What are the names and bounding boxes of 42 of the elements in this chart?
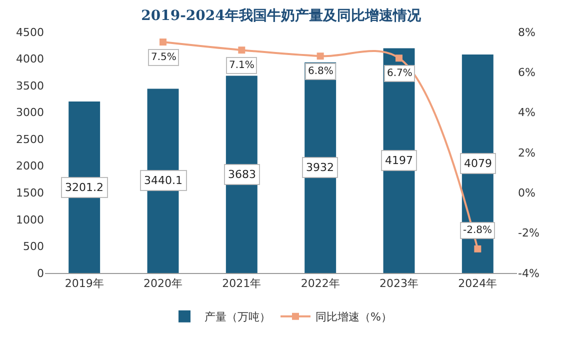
x-tick-label: 2021年 (222, 277, 262, 290)
y2-tick-label: 8% (518, 26, 536, 39)
y-tick-label: 4500 (16, 26, 44, 39)
y-tick-label: 3000 (16, 106, 44, 120)
y2-tick-label: -2% (518, 226, 540, 240)
x-tick-label: 2023年 (380, 277, 418, 290)
legend-label: 同比增速（%） (316, 310, 392, 324)
data-label: 3683 (228, 168, 256, 181)
data-label: -2.8% (463, 225, 492, 236)
y2-tick-label: 0% (518, 186, 536, 200)
y2-tick-label: -4% (518, 266, 540, 280)
point (160, 38, 166, 46)
x-tick-label: 2024年 (458, 277, 498, 290)
legend-label: 产量（万吨） (204, 310, 270, 324)
x-tick-label: 2020年 (144, 277, 182, 290)
y-tick-label: 1500 (16, 186, 44, 200)
y2-tick-label: 6% (518, 66, 536, 80)
chart-title: 2019-2024年我国牛奶产量及同比增速情况 (141, 7, 422, 24)
data-label: 7.5% (151, 52, 176, 63)
point (316, 52, 324, 60)
point (474, 245, 482, 252)
point (396, 54, 402, 62)
point (238, 46, 246, 54)
data-label: 3440.1 (144, 174, 182, 187)
x-tick-label: 2019年 (64, 277, 104, 290)
data-label: 4079 (464, 157, 492, 170)
y-tick-label: 3500 (16, 79, 44, 92)
y2-tick-label: 2% (518, 146, 536, 160)
data-label: 3201.2 (65, 181, 104, 194)
y-tick-label: 0 (37, 266, 44, 280)
data-label: 6.7% (387, 68, 412, 79)
data-label: 6.8% (308, 66, 334, 77)
y-tick-label: 1000 (16, 213, 44, 226)
data-label: 4197 (385, 154, 413, 167)
data-label: 3932 (306, 161, 334, 174)
y-tick-label: 4000 (16, 52, 44, 66)
data-label: 7.1% (229, 60, 254, 71)
y-tick-label: 2500 (16, 132, 44, 146)
y-tick-label: 2000 (16, 160, 44, 173)
y2-tick-label: 4% (518, 106, 536, 120)
y-tick-label: 500 (23, 240, 44, 254)
x-tick-label: 2022年 (300, 277, 340, 290)
